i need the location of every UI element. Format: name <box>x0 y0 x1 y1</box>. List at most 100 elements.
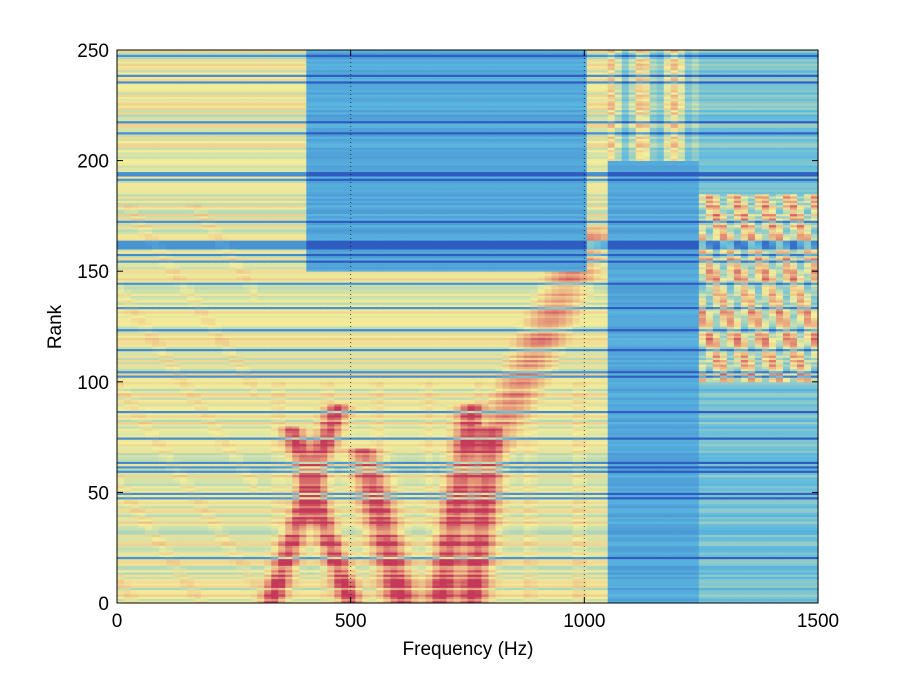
heatmap-cell <box>180 547 188 551</box>
heatmap-cell <box>460 583 469 586</box>
heatmap-cell <box>810 587 819 591</box>
heatmap-cell <box>565 572 574 575</box>
heatmap-cell <box>124 585 132 588</box>
heatmap-cell <box>628 572 637 575</box>
heatmap-cell <box>593 576 602 580</box>
heatmap-cell <box>803 563 812 566</box>
heatmap-cell <box>600 563 609 566</box>
heatmap-cell <box>411 558 420 562</box>
heatmap-cell <box>306 576 314 580</box>
heatmap-cell <box>173 600 181 604</box>
heatmap-cell <box>523 591 532 595</box>
heatmap-cell <box>334 596 342 599</box>
heatmap-cell <box>215 580 223 584</box>
heatmap-cell <box>166 545 174 549</box>
heatmap-cell <box>782 583 791 586</box>
heatmap-cell <box>355 547 363 551</box>
heatmap-cell <box>495 538 504 542</box>
heatmap-cell <box>495 598 504 602</box>
heatmap-cell <box>425 578 434 582</box>
heatmap-cell <box>502 585 511 588</box>
heatmap-cell <box>418 574 427 577</box>
heatmap-cell <box>551 510 560 513</box>
heatmap-cell <box>579 600 588 604</box>
heatmap-cell <box>138 569 146 573</box>
heatmap-cell <box>761 598 770 602</box>
heatmap-cell <box>194 558 202 562</box>
heatmap-cell <box>299 591 307 595</box>
heatmap-cell <box>334 545 342 549</box>
heatmap-cell <box>768 541 777 544</box>
heatmap-cell <box>495 547 504 551</box>
heatmap-cell <box>124 583 132 586</box>
heatmap-cell <box>229 600 237 604</box>
heatmap-cell <box>586 565 595 569</box>
heatmap-cell <box>467 541 476 544</box>
heatmap-cell <box>376 576 384 580</box>
heatmap-cell <box>418 598 427 602</box>
heatmap-cell <box>635 560 644 564</box>
heatmap-cell <box>488 499 497 502</box>
heatmap-cell <box>334 554 342 557</box>
heatmap-cell <box>397 574 406 577</box>
heatmap-cell <box>250 580 258 584</box>
heatmap-cell <box>579 558 588 562</box>
heatmap-cell <box>222 583 230 586</box>
heatmap-cell <box>453 578 462 582</box>
heatmap-cell <box>222 545 230 549</box>
heatmap-cell <box>467 554 476 557</box>
heatmap-cell <box>796 585 805 588</box>
heatmap-cell <box>397 563 406 566</box>
heatmap-cell <box>418 560 427 564</box>
heatmap-cell <box>719 600 728 604</box>
heatmap-cell <box>684 558 693 562</box>
heatmap-cell <box>173 521 181 524</box>
heatmap-cell <box>705 583 714 586</box>
heatmap-cell <box>579 538 588 542</box>
heatmap-cell <box>362 580 370 584</box>
heatmap-cell <box>768 565 777 569</box>
heatmap-cell <box>145 569 153 573</box>
heatmap-cell <box>565 583 574 586</box>
heatmap-cell <box>264 547 272 551</box>
heatmap-cell <box>747 583 756 586</box>
heatmap-cell <box>460 538 469 542</box>
heatmap-cell <box>369 574 377 577</box>
heatmap-cell <box>607 549 616 553</box>
heatmap-cell <box>502 541 511 544</box>
heatmap-cell <box>607 591 616 595</box>
heatmap-cell <box>166 598 174 602</box>
heatmap-cell <box>355 538 363 542</box>
heatmap-cell <box>796 541 805 544</box>
heatmap-cell <box>537 567 546 571</box>
heatmap-cell <box>215 591 223 595</box>
heatmap-cell <box>152 567 160 571</box>
heatmap-cell <box>474 567 483 571</box>
heatmap-cell <box>194 541 202 544</box>
heatmap-cell <box>117 521 125 524</box>
heatmap-cell <box>124 543 132 546</box>
heatmap-cell <box>306 598 314 602</box>
heatmap-cell <box>789 547 798 551</box>
heatmap-cell <box>614 521 623 524</box>
heatmap-cell <box>593 538 602 542</box>
heatmap-cell <box>628 574 637 577</box>
heatmap-cell <box>152 589 160 593</box>
heatmap-cell <box>544 580 553 584</box>
heatmap-cell <box>138 541 146 544</box>
heatmap-cell <box>726 554 735 557</box>
heatmap-cell <box>495 578 504 582</box>
heatmap-cell <box>621 600 630 604</box>
heatmap-cell <box>271 556 279 560</box>
heatmap-cell <box>173 578 181 582</box>
heatmap-cell <box>264 565 272 569</box>
heatmap-cell <box>159 589 167 593</box>
heatmap-cell <box>803 580 812 584</box>
heatmap-cell <box>243 563 251 566</box>
heatmap-cell <box>271 587 279 591</box>
heatmap-cell <box>537 538 546 542</box>
heatmap-cell <box>481 541 490 544</box>
heatmap-cell <box>278 578 286 582</box>
heatmap-cell <box>586 567 595 571</box>
heatmap-cell <box>649 576 658 580</box>
